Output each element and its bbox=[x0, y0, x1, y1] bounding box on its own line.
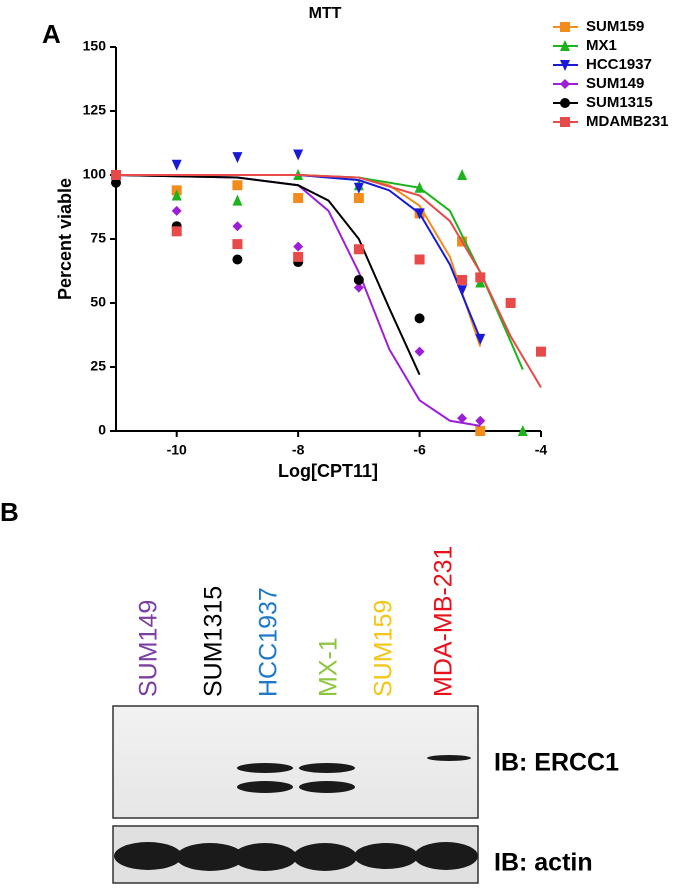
data-point bbox=[457, 413, 468, 424]
blot-label: IB: ERCC1 bbox=[494, 749, 619, 777]
band bbox=[299, 781, 355, 793]
data-point bbox=[414, 313, 425, 324]
legend-label: SUM149 bbox=[586, 75, 644, 92]
y-axis-label: Percent viable bbox=[55, 178, 75, 300]
fit-curve bbox=[116, 174, 542, 388]
lane-label: SUM149 bbox=[135, 600, 163, 697]
data-point bbox=[293, 193, 304, 204]
data-point bbox=[475, 333, 486, 345]
x-tick-label: -8 bbox=[292, 442, 305, 458]
data-point bbox=[232, 254, 243, 265]
legend-label: SUM1315 bbox=[586, 94, 653, 111]
blot-ercc1 bbox=[112, 705, 479, 819]
lane-label: SUM159 bbox=[370, 600, 398, 697]
legend-marker bbox=[560, 117, 570, 127]
band bbox=[354, 843, 418, 869]
legend-label: MDAMB231 bbox=[586, 113, 669, 130]
data-point bbox=[414, 181, 425, 193]
x-tick-label: -4 bbox=[535, 442, 548, 458]
band bbox=[427, 755, 471, 761]
band bbox=[237, 781, 293, 793]
data-point bbox=[232, 152, 243, 164]
panel-label: B bbox=[0, 497, 19, 527]
data-point bbox=[475, 272, 486, 283]
panel-label: A bbox=[42, 19, 61, 49]
band bbox=[299, 763, 355, 773]
fit-curve bbox=[115, 174, 421, 376]
legend-marker bbox=[560, 98, 570, 108]
data-point bbox=[232, 194, 243, 206]
data-point bbox=[171, 189, 182, 201]
x-tick-label: -6 bbox=[413, 442, 426, 458]
data-point bbox=[475, 415, 486, 426]
data-point bbox=[111, 177, 121, 188]
x-axis-label: Log[CPT11] bbox=[278, 461, 378, 481]
data-point bbox=[171, 205, 182, 216]
data-point bbox=[293, 149, 304, 161]
data-point bbox=[353, 274, 364, 285]
y-tick-label: 125 bbox=[83, 102, 107, 118]
lane-label: HCC1937 bbox=[255, 587, 283, 697]
data-point bbox=[171, 159, 182, 171]
data-point bbox=[111, 170, 121, 180]
data-point bbox=[353, 244, 364, 255]
data-point bbox=[353, 282, 364, 293]
legend-marker bbox=[560, 22, 570, 32]
lane-label: MX-1 bbox=[315, 637, 343, 697]
data-point bbox=[414, 254, 425, 265]
data-point bbox=[457, 169, 468, 180]
y-tick-label: 75 bbox=[90, 230, 106, 246]
lane-label: SUM1315 bbox=[200, 586, 228, 697]
legend-marker bbox=[560, 79, 570, 89]
data-point bbox=[517, 425, 528, 436]
data-point bbox=[414, 346, 425, 357]
data-point bbox=[171, 226, 182, 237]
data-point bbox=[475, 426, 486, 436]
band bbox=[237, 763, 293, 773]
lane-label: MDA-MB-231 bbox=[430, 546, 458, 697]
data-point bbox=[293, 251, 304, 262]
data-point bbox=[293, 241, 304, 252]
bands bbox=[114, 755, 478, 871]
band bbox=[233, 843, 297, 871]
data-point bbox=[232, 239, 243, 250]
data-point bbox=[505, 298, 516, 308]
fit-curve bbox=[115, 174, 481, 427]
band bbox=[114, 842, 182, 870]
legend-label: MX1 bbox=[586, 37, 617, 54]
data-point bbox=[457, 285, 468, 297]
legend-marker bbox=[560, 40, 570, 51]
band bbox=[293, 843, 357, 871]
blot-label: IB: actin bbox=[494, 849, 593, 877]
chart-title: MTT bbox=[309, 5, 342, 22]
legend-marker bbox=[560, 60, 570, 71]
data-point bbox=[536, 346, 546, 357]
y-tick-label: 50 bbox=[90, 294, 106, 310]
x-tick-label: -10 bbox=[167, 442, 187, 458]
band bbox=[414, 842, 478, 870]
y-tick-label: 0 bbox=[98, 422, 106, 438]
y-tick-label: 25 bbox=[90, 358, 106, 374]
data-point bbox=[457, 274, 468, 285]
legend-label: HCC1937 bbox=[586, 56, 652, 73]
data-point bbox=[353, 193, 364, 204]
band bbox=[176, 843, 244, 871]
legend-label: SUM159 bbox=[586, 18, 644, 35]
data-point bbox=[353, 182, 364, 194]
data-point bbox=[414, 208, 425, 220]
y-tick-label: 100 bbox=[83, 166, 107, 182]
data-point bbox=[232, 221, 243, 232]
y-tick-label: 150 bbox=[83, 38, 107, 54]
data-point bbox=[232, 180, 243, 191]
